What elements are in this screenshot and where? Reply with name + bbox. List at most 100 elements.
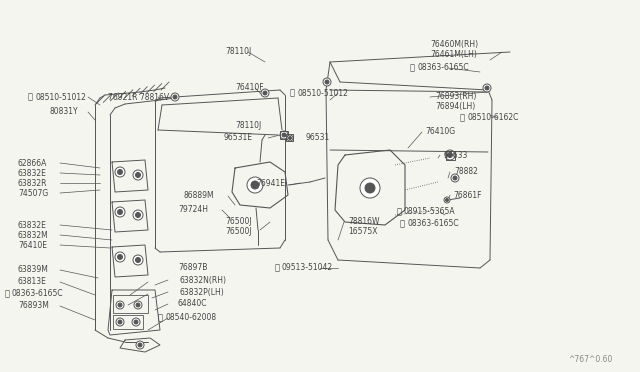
Circle shape (251, 181, 259, 189)
Circle shape (173, 95, 177, 99)
Circle shape (453, 176, 457, 180)
Text: Ⓢ: Ⓢ (158, 314, 163, 323)
Text: 76410F: 76410F (235, 83, 264, 93)
Circle shape (261, 89, 269, 97)
Circle shape (289, 137, 291, 140)
Circle shape (323, 78, 331, 86)
Text: 64840C: 64840C (178, 299, 207, 308)
Text: 76893(RH): 76893(RH) (435, 93, 476, 102)
Text: 78882: 78882 (454, 167, 478, 176)
Text: 78816W: 78816W (348, 218, 380, 227)
Text: 63832R: 63832R (18, 179, 47, 187)
Text: 96531: 96531 (305, 134, 329, 142)
Circle shape (118, 254, 122, 260)
Circle shape (171, 93, 179, 101)
Text: 08540-62008: 08540-62008 (165, 314, 216, 323)
Circle shape (365, 183, 375, 193)
Circle shape (247, 177, 263, 193)
Text: 63832E: 63832E (18, 221, 47, 230)
Circle shape (115, 167, 125, 177)
Text: 08510-6162C: 08510-6162C (467, 113, 518, 122)
Circle shape (136, 212, 141, 218)
Text: 76861F: 76861F (453, 190, 481, 199)
Circle shape (444, 197, 450, 203)
Text: 76941E: 76941E (256, 179, 285, 187)
Circle shape (138, 343, 142, 347)
Circle shape (115, 207, 125, 217)
Circle shape (133, 210, 143, 220)
Circle shape (485, 86, 489, 90)
Bar (113, 295, 148, 313)
Text: 76897B: 76897B (178, 263, 207, 273)
Circle shape (134, 320, 138, 324)
Circle shape (136, 257, 141, 263)
Text: 80831Y: 80831Y (50, 108, 79, 116)
Text: 63839M: 63839M (18, 266, 49, 275)
Circle shape (133, 170, 143, 180)
Text: Ⓢ: Ⓢ (275, 263, 280, 273)
Text: 09513-51042: 09513-51042 (282, 263, 333, 273)
Circle shape (118, 170, 122, 174)
Circle shape (445, 150, 455, 160)
Circle shape (325, 80, 329, 84)
Text: 16575X: 16575X (348, 228, 378, 237)
Text: 63832E: 63832E (18, 169, 47, 177)
Text: 63832P(LH): 63832P(LH) (180, 288, 225, 296)
Text: 08510-51012: 08510-51012 (35, 93, 86, 102)
Text: 08510-51012: 08510-51012 (297, 89, 348, 97)
Text: ^767^0.60: ^767^0.60 (568, 356, 612, 365)
Text: Ⓢ: Ⓢ (460, 113, 465, 122)
Circle shape (134, 301, 142, 309)
Text: 08363-6165C: 08363-6165C (12, 289, 63, 298)
Bar (280, 131, 288, 139)
Circle shape (116, 301, 124, 309)
Text: 63832M: 63832M (18, 231, 49, 240)
Text: 63832N(RH): 63832N(RH) (180, 276, 227, 285)
Text: 97633: 97633 (444, 151, 468, 160)
Circle shape (118, 303, 122, 307)
Circle shape (133, 255, 143, 265)
Bar (113, 315, 143, 329)
Text: Ⓢ: Ⓢ (400, 219, 405, 228)
Text: 76410E: 76410E (18, 241, 47, 250)
Circle shape (136, 173, 141, 177)
Text: 78110J: 78110J (235, 121, 261, 129)
Circle shape (360, 178, 380, 198)
Text: 76410G: 76410G (425, 128, 455, 137)
Circle shape (136, 341, 144, 349)
Text: Ⓢ: Ⓢ (28, 93, 33, 102)
Text: 74507G: 74507G (18, 189, 48, 198)
Circle shape (483, 84, 491, 92)
Text: 76461M(LH): 76461M(LH) (430, 51, 477, 60)
Circle shape (287, 135, 293, 141)
Circle shape (136, 303, 140, 307)
Circle shape (118, 209, 122, 215)
Text: 96531E: 96531E (223, 134, 252, 142)
Bar (286, 134, 293, 141)
Bar (446, 151, 455, 160)
Circle shape (282, 133, 286, 137)
Circle shape (116, 318, 124, 326)
Text: 79724H: 79724H (178, 205, 208, 215)
Text: 76894(LH): 76894(LH) (435, 103, 476, 112)
Text: Ⓜ: Ⓜ (397, 208, 402, 217)
Text: 76921R 78816V: 76921R 78816V (108, 93, 169, 102)
Text: 76893M: 76893M (18, 301, 49, 311)
Text: Ⓢ: Ⓢ (410, 64, 415, 73)
Text: 62866A: 62866A (18, 158, 47, 167)
Text: 76460M(RH): 76460M(RH) (430, 41, 478, 49)
Circle shape (280, 131, 288, 139)
Circle shape (447, 153, 452, 157)
Circle shape (132, 318, 140, 326)
Circle shape (118, 320, 122, 324)
Text: 76500J: 76500J (225, 228, 252, 237)
Text: 08363-6165C: 08363-6165C (417, 64, 468, 73)
Circle shape (115, 252, 125, 262)
Circle shape (445, 199, 449, 202)
Text: Ⓢ: Ⓢ (290, 89, 295, 97)
Circle shape (263, 91, 267, 95)
Text: 76500J: 76500J (225, 218, 252, 227)
Text: 08915-5365A: 08915-5365A (404, 208, 456, 217)
Text: Ⓢ: Ⓢ (5, 289, 10, 298)
Circle shape (451, 174, 459, 182)
